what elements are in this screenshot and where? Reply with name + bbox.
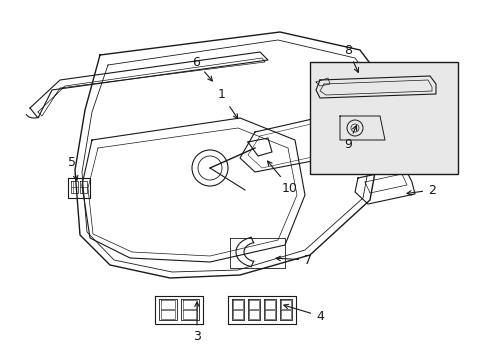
- Text: 1: 1: [218, 89, 237, 119]
- Text: 2: 2: [406, 184, 435, 197]
- Bar: [309, 62, 457, 174]
- Text: 10: 10: [267, 161, 297, 194]
- Text: 8: 8: [343, 44, 358, 72]
- Text: 7: 7: [275, 253, 311, 266]
- Text: 3: 3: [193, 302, 201, 343]
- Text: 5: 5: [68, 156, 78, 180]
- Text: 4: 4: [283, 304, 323, 323]
- Text: 9: 9: [344, 126, 356, 152]
- Text: 6: 6: [192, 55, 212, 81]
